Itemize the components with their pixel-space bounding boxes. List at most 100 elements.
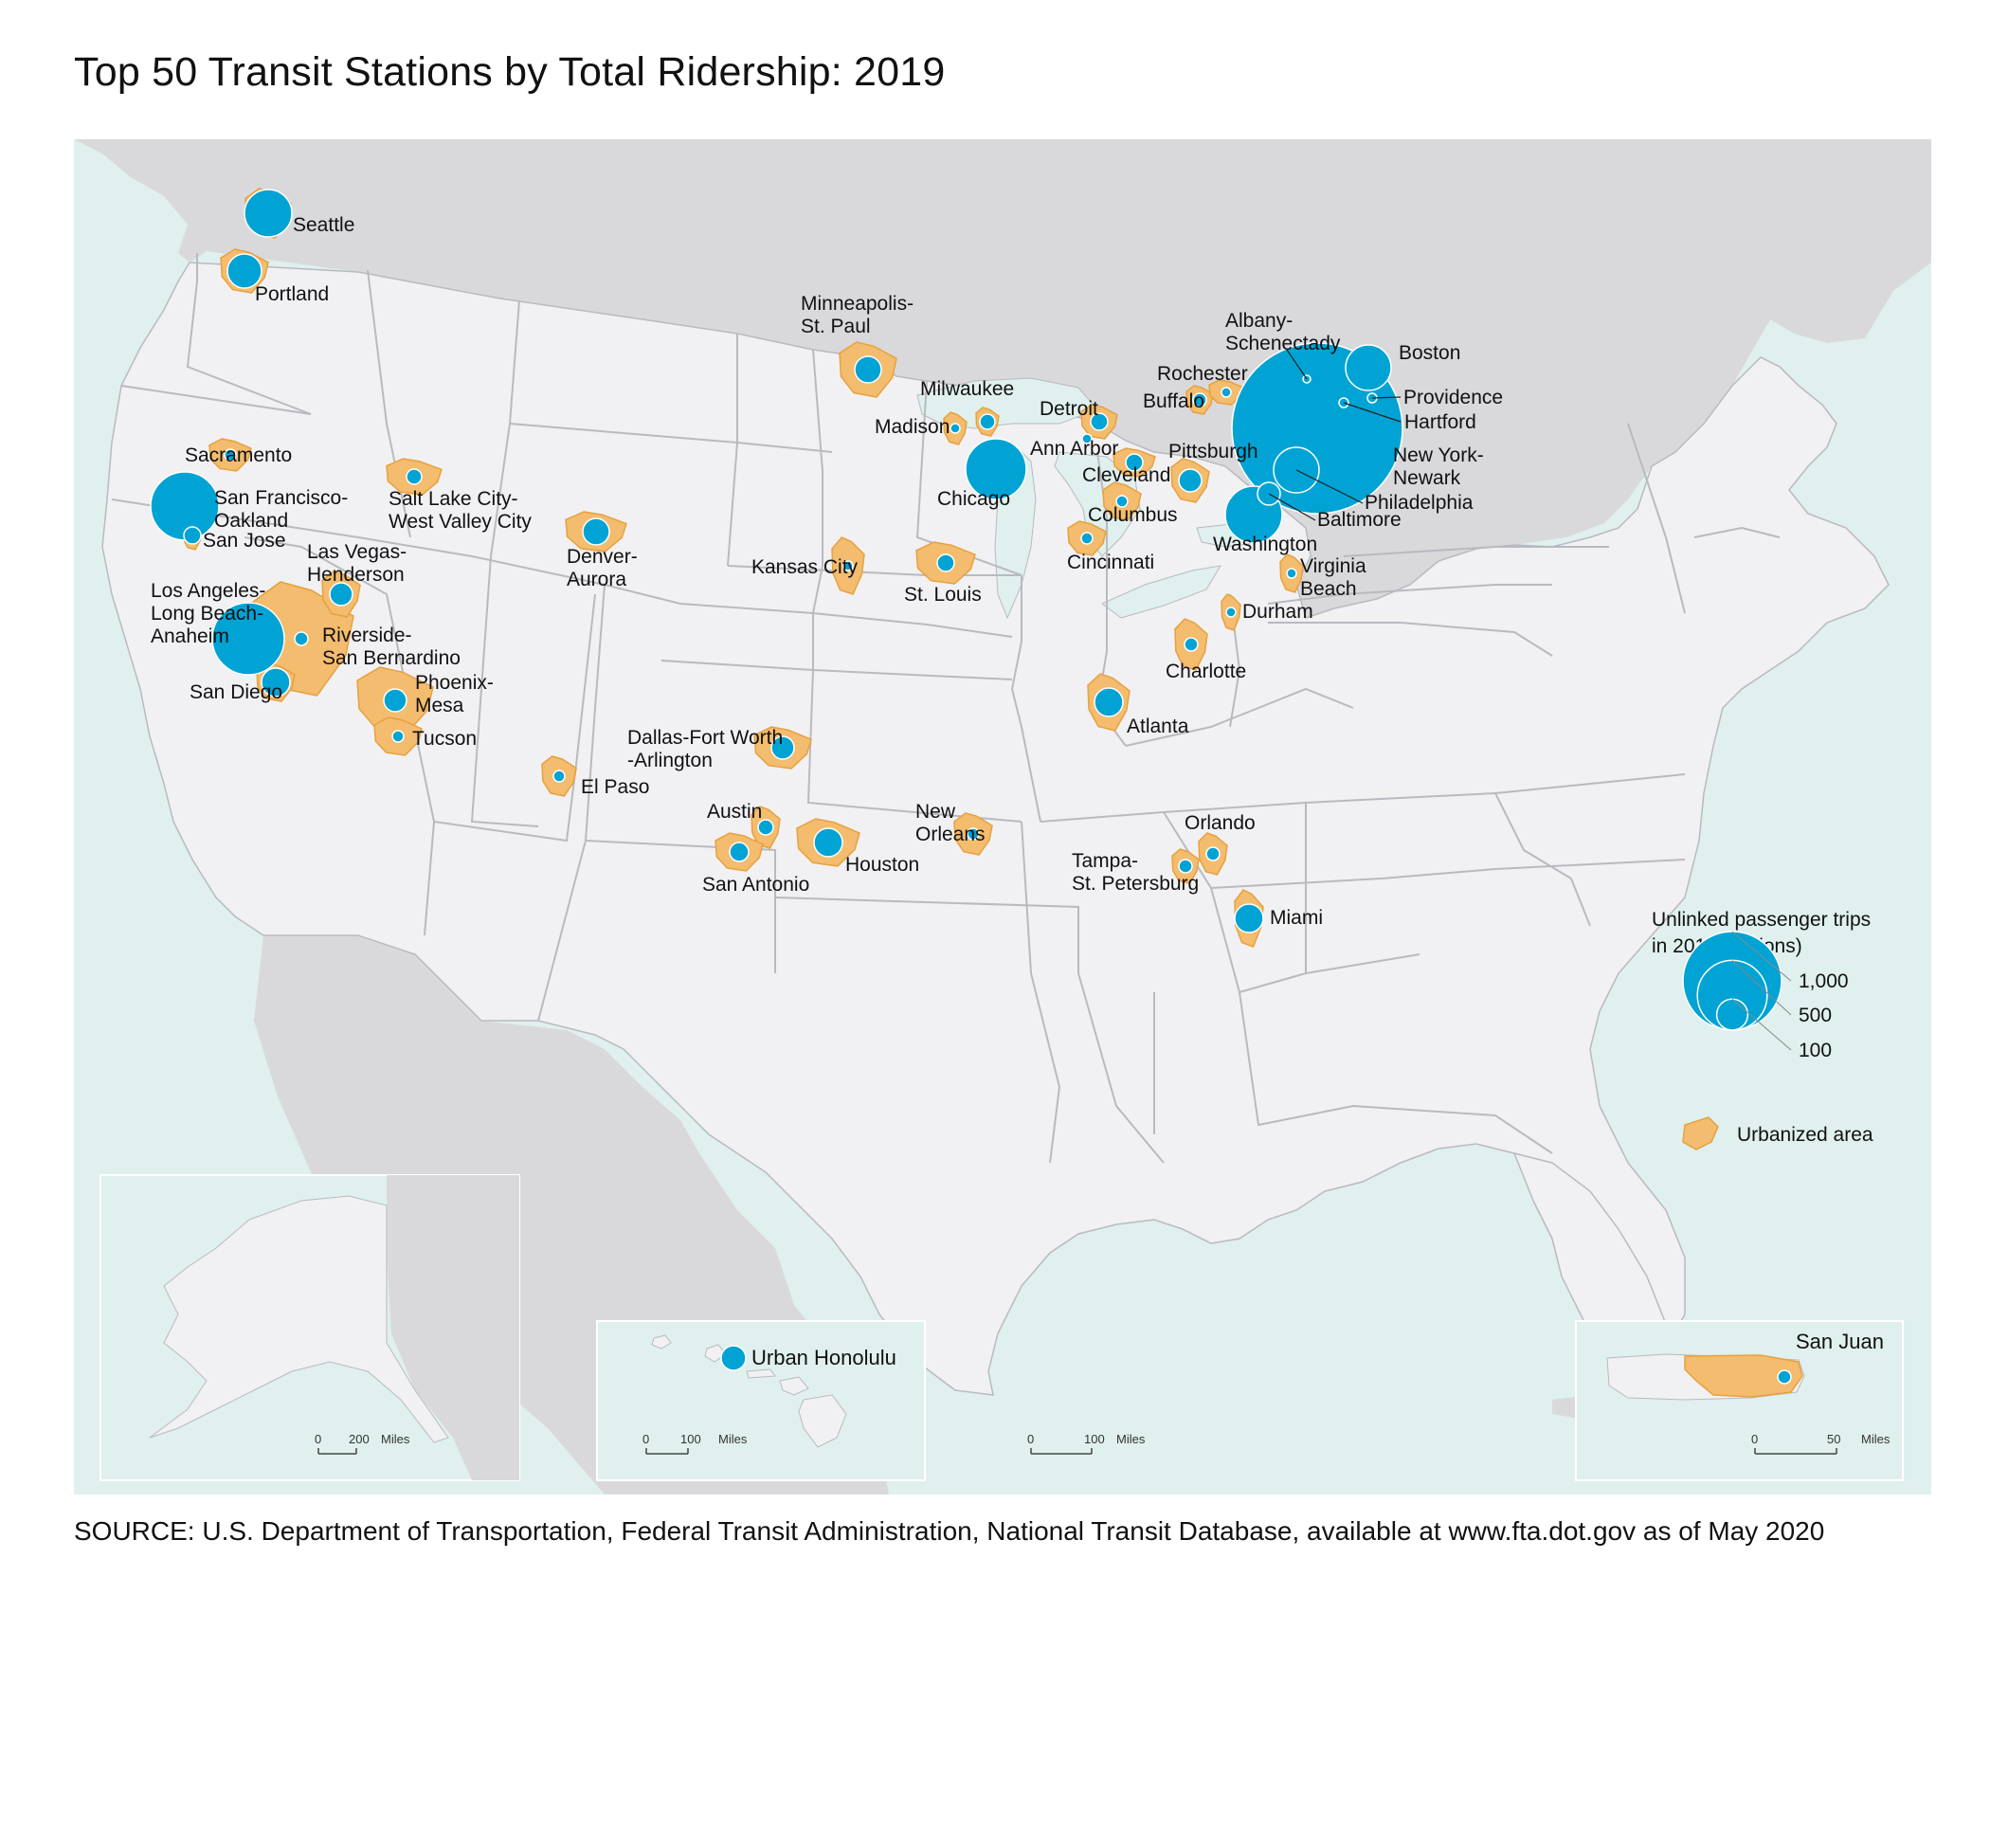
city-label-line: Salt Lake City- — [389, 488, 518, 510]
city-label-line: St. Petersburg — [1072, 873, 1199, 895]
puerto-rico-inset-frame — [1575, 1320, 1904, 1481]
ridership-circle-el-paso — [552, 770, 566, 783]
legend-leader-500 — [1731, 960, 1792, 1016]
hawaii-island-kauai — [651, 1334, 672, 1350]
city-label-milwaukee: Milwaukee — [920, 378, 1014, 400]
alaska-scale-label-200: 200 — [349, 1432, 370, 1446]
ridership-circle-chicago — [965, 438, 1027, 500]
city-label-baltimore: Baltimore — [1317, 509, 1402, 531]
city-label-kansas-city: Kansas City — [751, 556, 859, 578]
main-map-scale-bar: 0 100 Miles — [1027, 1432, 1146, 1455]
ridership-circle-riverside-san-bernardino — [294, 631, 309, 646]
city-label-line: Boston — [1399, 342, 1460, 364]
city-label-line: San Jose — [203, 530, 286, 552]
ridership-circle-miami — [1234, 903, 1264, 933]
state-borders — [111, 253, 1781, 1164]
city-label-st-louis: St. Louis — [904, 584, 982, 606]
ridership-circle-seattle — [244, 189, 293, 238]
legend-urbanized-swatch — [1682, 1116, 1719, 1150]
legend-title-line1: Unlinked passenger trips — [1652, 909, 1871, 931]
ridership-circle-salt-lake-city-west-valley-city — [406, 468, 423, 485]
san-juan-label: San Juan — [1796, 1330, 1884, 1353]
city-label-detroit: Detroit — [1040, 398, 1098, 420]
urban-honolulu-circle — [720, 1345, 747, 1371]
ridership-circle-houston — [813, 827, 843, 858]
legend-leader-100 — [1731, 998, 1792, 1051]
city-label-line: Long Beach- — [151, 603, 263, 625]
label-leader-lines — [1268, 349, 1402, 521]
city-label-line: Oakland — [214, 510, 288, 532]
ridership-circle-pittsburgh — [1178, 468, 1203, 493]
city-label-orlando: Orlando — [1185, 812, 1256, 834]
ridership-circle-buffalo — [1192, 392, 1207, 408]
city-label-line: Durham — [1242, 601, 1313, 623]
ridership-circle-durham — [1225, 607, 1237, 618]
city-label-line: Buffalo — [1143, 390, 1204, 412]
san-juan-urbanized-area — [1684, 1354, 1803, 1398]
legend: Unlinked passenger trips in 2019 (millio… — [1652, 909, 1873, 1150]
ridership-circle-ann-arbor — [1081, 433, 1093, 444]
city-label-line: Aurora — [567, 569, 626, 590]
city-label-san-jose: San Jose — [203, 530, 286, 552]
city-label-columbus: Columbus — [1088, 504, 1178, 526]
ridership-circle-new-orleans — [967, 827, 980, 841]
city-label-miami: Miami — [1270, 907, 1323, 929]
city-label-line: San Antonio — [702, 874, 809, 896]
city-label-line: Washington — [1213, 534, 1317, 555]
city-label-portland: Portland — [255, 283, 329, 305]
ridership-circle-cleveland — [1125, 453, 1144, 472]
city-label-line: Orleans — [915, 824, 986, 845]
city-label-line: Rochester — [1157, 363, 1248, 385]
city-label-line: Seattle — [293, 214, 354, 236]
ridership-circle-kansas-city — [842, 560, 854, 571]
city-label-austin: Austin — [707, 801, 762, 823]
city-label-line: Minneapolis- — [801, 293, 914, 315]
city-label-line: Madison — [875, 416, 950, 438]
ridership-circle-minneapolis-st-paul — [854, 355, 882, 384]
ridership-circle-san-diego — [261, 667, 291, 698]
hawaii-island-big-island — [798, 1394, 847, 1448]
ridership-circle-charlotte — [1184, 637, 1199, 652]
alaska-inset: 0 200 Miles — [100, 1174, 520, 1481]
leader-line-hartford — [1343, 402, 1402, 423]
city-label-line: Cleveland — [1082, 464, 1170, 486]
ridership-circle-madison — [950, 423, 961, 434]
city-label-line: St. Louis — [904, 584, 982, 606]
hawaii-scale-label-100: 100 — [680, 1432, 701, 1446]
legend-size-circles — [1682, 931, 1792, 1051]
leader-line-baltimore — [1268, 493, 1316, 521]
city-label-line: Orlando — [1185, 812, 1256, 834]
city-label-washington: Washington — [1213, 534, 1317, 555]
city-label-san-antonio: San Antonio — [702, 874, 809, 896]
city-label-line: Providence — [1403, 387, 1503, 408]
leader-line-albany-schenectady — [1286, 349, 1308, 380]
ridership-circle-milwaukee — [979, 413, 996, 430]
city-label-new-orleans: New Orleans — [915, 801, 986, 845]
city-label-charlotte: Charlotte — [1166, 661, 1246, 682]
city-label-sacramento: Sacramento — [185, 444, 292, 466]
city-label-cleveland: Cleveland — [1082, 464, 1170, 486]
ridership-circle-tampa-st-petersburg — [1178, 859, 1193, 874]
city-label-line: Anaheim — [151, 625, 229, 647]
city-label-tampa-st-petersburg: Tampa-St. Petersburg — [1072, 850, 1199, 895]
city-label-hartford: Hartford — [1404, 411, 1476, 433]
city-label-line: Schenectady — [1225, 333, 1341, 354]
puerto-rico-scale-label-miles: Miles — [1861, 1432, 1890, 1446]
ridership-circle-st-louis — [936, 553, 955, 572]
city-label-philadelphia: Philadelphia — [1365, 492, 1474, 514]
city-label-line: Los Angeles- — [151, 580, 265, 602]
legend-circle-100 — [1715, 998, 1749, 1031]
city-label-san-francisco-oakland: San Francisco-Oakland — [214, 487, 348, 532]
hawaii-scale-label-miles: Miles — [718, 1432, 748, 1446]
city-label-providence: Providence — [1403, 387, 1503, 408]
city-label-line: San Diego — [190, 681, 282, 703]
alaska-scale-label-0: 0 — [315, 1432, 321, 1446]
city-label-line: Beach — [1300, 578, 1357, 600]
ridership-circle-portland — [226, 253, 262, 289]
legend-size-label-100: 100 — [1799, 1040, 1832, 1061]
ridership-circle-las-vegas-henderson — [329, 582, 353, 607]
ridership-circle-los-angeles-long-beach-anaheim — [211, 602, 285, 676]
city-label-line: Newark — [1393, 467, 1461, 489]
main-scale-label-100: 100 — [1084, 1432, 1105, 1446]
city-label-line: San Francisco- — [214, 487, 348, 509]
